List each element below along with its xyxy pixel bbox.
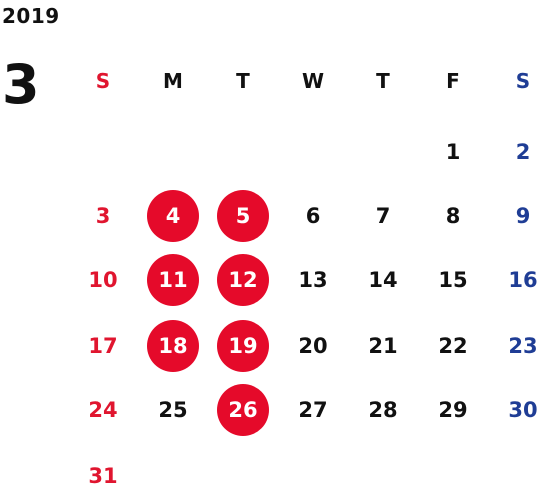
day-cell[interactable]: 8	[423, 188, 483, 244]
day-number: 6	[305, 204, 321, 228]
day-number: 28	[368, 398, 398, 422]
day-number: 24	[88, 398, 118, 422]
day-cell[interactable]: 15	[423, 252, 483, 308]
highlighted-day-badge: 18	[147, 320, 199, 372]
day-cell[interactable]: 10	[73, 252, 133, 308]
day-cell[interactable]: 6	[283, 188, 343, 244]
day-number: 27	[298, 398, 328, 422]
day-number: 3	[95, 204, 111, 228]
day-number: 2	[515, 140, 531, 164]
day-cell[interactable]: 16	[493, 252, 548, 308]
weekday-header-thursday: T	[376, 69, 390, 93]
day-number: 29	[438, 398, 468, 422]
day-cell[interactable]: 20	[283, 318, 343, 374]
year-label: 2019	[2, 4, 60, 28]
day-cell[interactable]: 12	[213, 252, 273, 308]
day-cell[interactable]: 29	[423, 382, 483, 438]
weekday-header-friday: F	[446, 69, 460, 93]
highlighted-day-badge: 5	[217, 190, 269, 242]
day-number: 7	[375, 204, 391, 228]
highlighted-day-badge: 11	[147, 254, 199, 306]
day-cell[interactable]: 14	[353, 252, 413, 308]
weekday-header-tuesday: T	[236, 69, 250, 93]
day-cell[interactable]: 27	[283, 382, 343, 438]
day-number: 23	[508, 334, 538, 358]
day-cell[interactable]: 4	[143, 188, 203, 244]
day-cell[interactable]: 25	[143, 382, 203, 438]
day-cell[interactable]: 9	[493, 188, 548, 244]
day-cell[interactable]: 23	[493, 318, 548, 374]
day-number: 8	[445, 204, 461, 228]
day-cell[interactable]: 22	[423, 318, 483, 374]
day-cell[interactable]: 28	[353, 382, 413, 438]
weekday-header-saturday: S	[515, 69, 531, 93]
day-cell[interactable]: 24	[73, 382, 133, 438]
day-number: 20	[298, 334, 328, 358]
day-cell[interactable]: 19	[213, 318, 273, 374]
day-cell[interactable]: 11	[143, 252, 203, 308]
day-number: 1	[445, 140, 461, 164]
weekday-header-sunday: S	[95, 69, 111, 93]
day-cell[interactable]: 5	[213, 188, 273, 244]
day-number: 30	[508, 398, 538, 422]
day-cell[interactable]: 30	[493, 382, 548, 438]
day-number: 9	[515, 204, 531, 228]
day-number: 15	[438, 268, 468, 292]
day-number: 14	[368, 268, 398, 292]
weekday-header-monday: M	[163, 69, 183, 93]
day-cell[interactable]: 17	[73, 318, 133, 374]
day-cell[interactable]: 18	[143, 318, 203, 374]
day-number: 10	[88, 268, 118, 292]
weekday-header-wednesday: W	[301, 69, 325, 93]
day-cell[interactable]: 1	[423, 124, 483, 180]
day-number: 31	[88, 464, 118, 488]
month-number: 3	[2, 53, 40, 116]
day-cell[interactable]: 13	[283, 252, 343, 308]
day-number: 22	[438, 334, 468, 358]
day-cell[interactable]: 26	[213, 382, 273, 438]
highlighted-day-badge: 19	[217, 320, 269, 372]
highlighted-day-badge: 4	[147, 190, 199, 242]
highlighted-day-badge: 26	[217, 384, 269, 436]
day-number: 16	[508, 268, 538, 292]
day-cell[interactable]: 7	[353, 188, 413, 244]
day-number: 13	[298, 268, 328, 292]
day-number: 17	[88, 334, 118, 358]
day-cell[interactable]: 21	[353, 318, 413, 374]
day-cell[interactable]: 3	[73, 188, 133, 244]
day-cell[interactable]: 2	[493, 124, 548, 180]
day-cell[interactable]: 31	[73, 448, 133, 504]
day-number: 25	[158, 398, 188, 422]
highlighted-day-badge: 12	[217, 254, 269, 306]
day-number: 21	[368, 334, 398, 358]
